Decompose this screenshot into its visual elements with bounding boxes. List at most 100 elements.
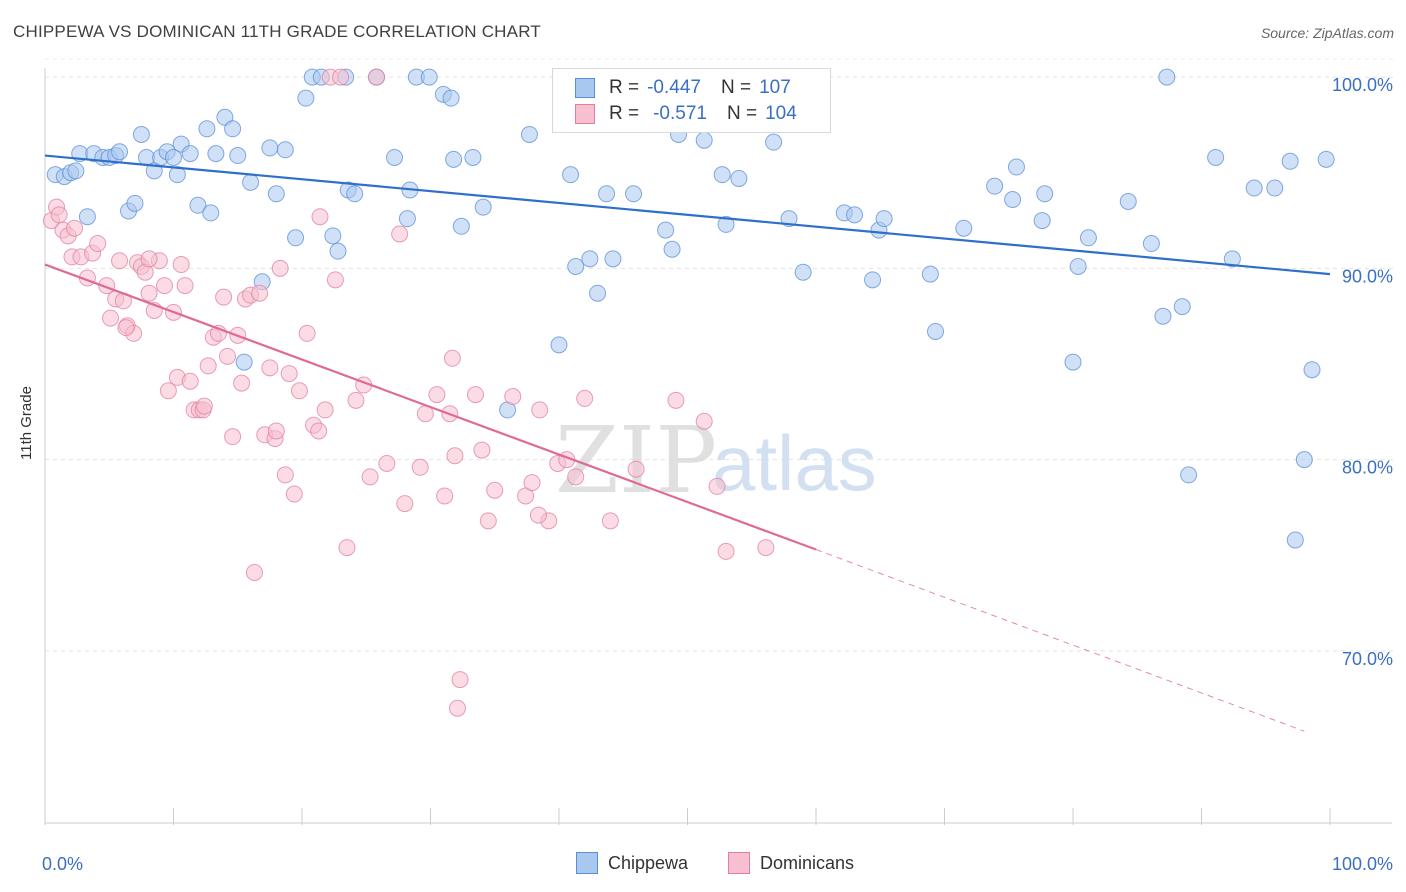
y-tick-label: 70.0% xyxy=(1342,649,1393,669)
data-point xyxy=(708,477,726,495)
data-point xyxy=(324,227,342,245)
data-point xyxy=(581,250,599,268)
y-tick-label: 80.0% xyxy=(1342,458,1393,478)
data-point xyxy=(1033,212,1051,230)
stats-row-dominicans: R = -0.571 N = 104 xyxy=(575,101,797,127)
data-point xyxy=(780,210,798,228)
data-point xyxy=(1007,158,1025,176)
data-point xyxy=(529,506,547,524)
data-point xyxy=(875,210,893,228)
data-point xyxy=(378,454,396,472)
data-point xyxy=(486,481,504,499)
data-point xyxy=(445,150,463,168)
data-point xyxy=(111,143,129,161)
stats-swatch-chippewa xyxy=(575,78,595,98)
stats-swatch-dominicans xyxy=(575,104,595,124)
legend-item-chippewa[interactable]: Chippewa xyxy=(576,852,688,874)
source-label: Source: ZipAtlas.com xyxy=(1260,25,1394,41)
data-point xyxy=(1154,307,1172,325)
data-point xyxy=(346,185,364,203)
watermark-zip: ZIP xyxy=(555,407,717,514)
data-point xyxy=(531,401,549,419)
data-point xyxy=(386,148,404,166)
data-point xyxy=(550,336,568,354)
data-point xyxy=(567,257,585,275)
data-point xyxy=(111,252,129,270)
data-point xyxy=(713,166,731,184)
trend-line-dominicans xyxy=(44,263,817,551)
chart-title: CHIPPEWA VS DOMINICAN 11TH GRADE CORRELA… xyxy=(13,22,541,41)
data-point xyxy=(261,139,279,157)
data-point xyxy=(717,542,735,560)
legend-item-dominicans[interactable]: Dominicans xyxy=(728,852,854,874)
data-point xyxy=(347,391,365,409)
data-point xyxy=(627,460,645,478)
data-point xyxy=(667,391,685,409)
data-point xyxy=(224,428,242,446)
data-point xyxy=(420,68,438,86)
data-point xyxy=(181,145,199,163)
x-tick-label-max: 100.0% xyxy=(1332,854,1393,874)
data-point xyxy=(198,120,216,138)
data-point xyxy=(140,250,158,268)
data-point xyxy=(520,126,538,143)
data-point xyxy=(864,271,882,289)
r-label: R = xyxy=(609,103,640,124)
data-point xyxy=(199,357,217,375)
data-point xyxy=(464,148,482,166)
data-point xyxy=(361,468,379,486)
axes xyxy=(44,68,1392,825)
data-point xyxy=(1281,152,1299,170)
data-point xyxy=(242,173,260,191)
series-chippewa xyxy=(46,68,1335,549)
data-point xyxy=(1317,150,1335,168)
tick-labels: 70.0% 80.0% 90.0% 100.0% 0.0% 100.0% xyxy=(42,75,1393,874)
data-point xyxy=(589,284,607,302)
data-point xyxy=(297,89,315,107)
n-label: N = xyxy=(720,77,752,98)
data-point xyxy=(576,389,594,407)
data-point xyxy=(446,447,464,465)
data-point xyxy=(986,177,1004,195)
data-point xyxy=(311,208,329,226)
watermark-atlas: atlas xyxy=(712,419,877,507)
data-point xyxy=(287,229,305,247)
data-point xyxy=(338,539,356,557)
series-dominicans xyxy=(42,68,775,717)
data-point xyxy=(391,225,409,243)
data-point xyxy=(1245,179,1263,197)
data-point xyxy=(1207,148,1225,166)
data-point xyxy=(466,386,484,404)
data-point xyxy=(717,215,735,233)
data-point xyxy=(695,131,713,149)
data-point xyxy=(310,422,328,440)
trend-line-chippewa xyxy=(44,154,1331,276)
data-point xyxy=(473,441,491,459)
data-point xyxy=(765,133,783,151)
data-point xyxy=(625,185,643,203)
data-point xyxy=(1004,191,1022,209)
data-point xyxy=(207,145,225,163)
data-point xyxy=(156,277,174,295)
y-tick-label: 100.0% xyxy=(1332,75,1393,95)
data-point xyxy=(290,382,308,400)
data-point xyxy=(794,263,812,281)
data-point xyxy=(176,277,194,295)
data-point xyxy=(1266,179,1284,197)
data-point xyxy=(1303,361,1321,379)
data-points xyxy=(42,68,1335,717)
data-point xyxy=(452,217,470,235)
data-point xyxy=(1119,192,1137,210)
data-point xyxy=(1223,250,1241,268)
data-point xyxy=(78,208,96,226)
data-point xyxy=(140,284,158,302)
data-point xyxy=(567,468,585,486)
data-point xyxy=(102,309,120,327)
legend-swatch-chippewa xyxy=(576,852,598,874)
data-point xyxy=(1173,298,1191,316)
data-point xyxy=(436,487,454,505)
legend-swatch-dominicans xyxy=(728,852,750,874)
legend-label-dominicans: Dominicans xyxy=(760,852,855,873)
data-point xyxy=(202,204,220,222)
data-point xyxy=(316,401,334,419)
